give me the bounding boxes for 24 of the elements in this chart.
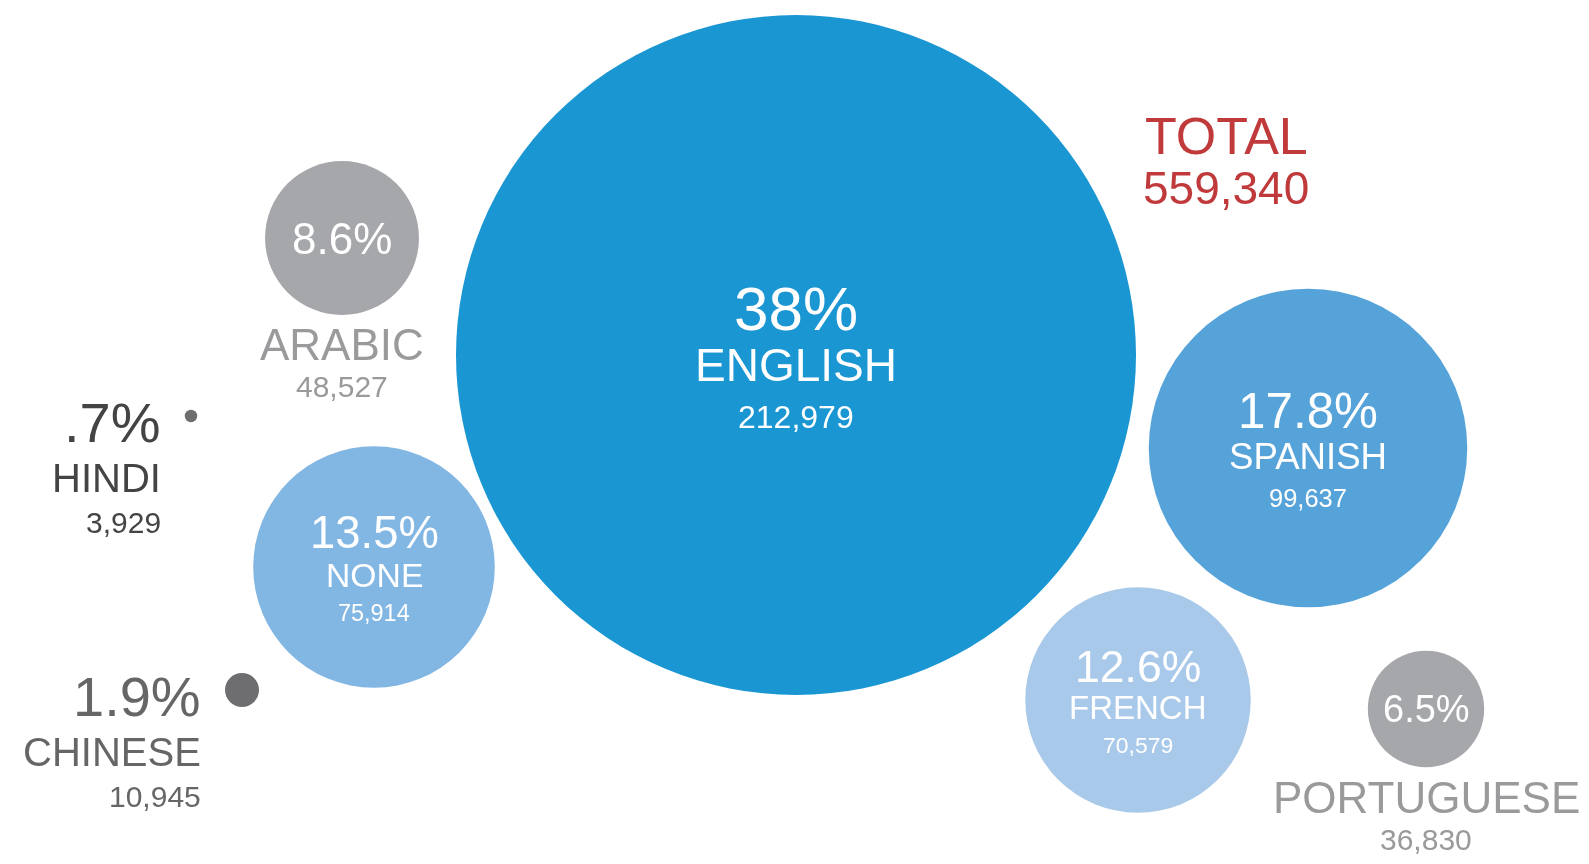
category-label: SPANISH xyxy=(1229,436,1388,477)
text: 48,527 xyxy=(296,370,388,403)
category-label: CHINESE xyxy=(23,730,201,774)
data-label: 8.6% xyxy=(292,214,393,263)
text: 10,945 xyxy=(109,780,201,813)
data-label: .7% xyxy=(64,391,161,454)
text: 75,914 xyxy=(338,600,410,626)
data-label: 6.5% xyxy=(1383,688,1470,730)
data-label: 13.5% xyxy=(310,507,439,558)
text: 3,929 xyxy=(86,506,162,539)
category-label: PORTUGUESE xyxy=(1273,773,1581,822)
category-label: HINDI xyxy=(52,456,161,500)
category-label: ARABIC xyxy=(260,320,424,369)
category-label: FRENCH xyxy=(1069,689,1207,726)
text: 36,830 xyxy=(1380,823,1472,856)
text: 99,637 xyxy=(1269,484,1347,512)
data-label: 1.9% xyxy=(73,665,201,728)
text: 559,340 xyxy=(1143,162,1310,214)
text: 212,979 xyxy=(738,399,854,435)
text: TOTAL xyxy=(1145,107,1308,165)
data-label: 17.8% xyxy=(1238,383,1379,438)
category-label: NONE xyxy=(326,556,424,594)
text: 70,579 xyxy=(1103,732,1174,758)
data-label: 12.6% xyxy=(1075,642,1202,691)
